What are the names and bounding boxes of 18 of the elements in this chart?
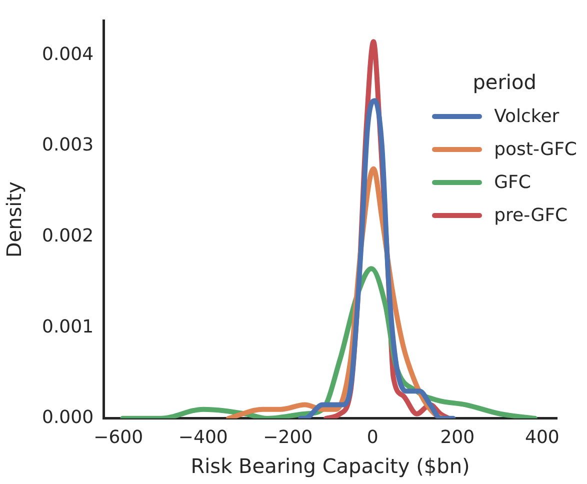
legend-label: pre-GFC (494, 205, 568, 226)
y-tick-label: 0.004 (42, 44, 94, 65)
y-axis-title: Density (2, 181, 26, 258)
x-axis-title: Risk Bearing Capacity ($bn) (190, 454, 470, 478)
legend-title: period (472, 70, 538, 94)
legend-label: GFC (494, 172, 531, 193)
x-tick-label: −400 (178, 426, 228, 448)
x-tick-label: 200 (440, 426, 475, 448)
y-tick-label: 0.002 (42, 226, 94, 247)
x-tick-label: 400 (524, 426, 560, 448)
y-tick-label: 0.001 (42, 316, 94, 338)
legend-label: post-GFC (494, 139, 577, 160)
y-tick-label: 0.003 (42, 134, 94, 156)
x-tick-label: −200 (263, 426, 313, 448)
x-tick-label: −600 (94, 426, 144, 448)
legend-label: Volcker (494, 106, 560, 127)
y-tick-label: 0.000 (42, 407, 94, 428)
x-tick-label: 0 (366, 426, 378, 448)
